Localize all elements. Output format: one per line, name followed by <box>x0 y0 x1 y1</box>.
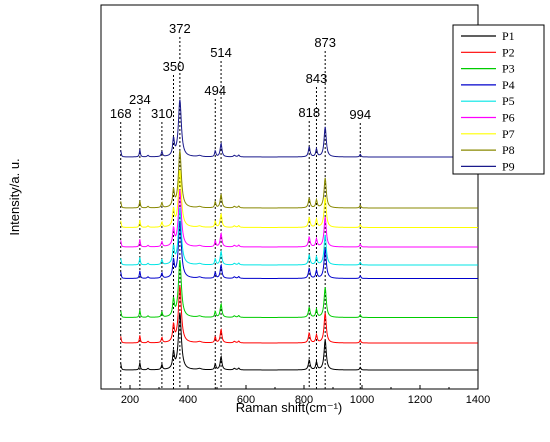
series-line-p9 <box>120 99 478 158</box>
peak-label: 873 <box>314 35 336 50</box>
x-tick-label: 1200 <box>408 394 432 406</box>
peak-label: 843 <box>306 71 328 86</box>
legend-label-p1: P1 <box>502 29 515 43</box>
peak-label: 994 <box>349 107 371 122</box>
peak-marker-lines <box>120 37 361 389</box>
peak-label: 514 <box>210 45 232 60</box>
peak-label: 350 <box>163 59 185 74</box>
series-line-p3 <box>120 259 478 318</box>
peak-label: 234 <box>129 92 151 107</box>
plot-area <box>100 4 479 390</box>
series-line-p1 <box>120 312 478 371</box>
series-line-p5 <box>120 207 478 266</box>
x-tick-label: 1400 <box>466 394 490 406</box>
x-tick-label: 1000 <box>350 394 374 406</box>
series-line-p4 <box>120 220 478 279</box>
x-axis-title: Raman shift(cm⁻¹) <box>236 400 343 415</box>
legend-label-p4: P4 <box>502 78 515 92</box>
peak-label: 310 <box>151 106 173 121</box>
x-tick-label: 200 <box>121 394 139 406</box>
peak-label: 168 <box>110 106 132 121</box>
series-line-p2 <box>120 285 478 344</box>
series-line-p8 <box>120 150 478 209</box>
x-axis-ticks: 200 400 600 800 1000 1200 1400 <box>100 385 490 406</box>
legend-label-p2: P2 <box>502 45 515 59</box>
legend-label-p3: P3 <box>502 62 515 76</box>
legend: P1 P2 P3 P4 P5 P6 P7 P8 P9 <box>452 24 545 175</box>
peak-label: 818 <box>298 105 320 120</box>
series-line-p7 <box>120 169 478 228</box>
x-tick-label: 800 <box>295 394 313 406</box>
series-line-p6 <box>120 189 478 248</box>
legend-label-p5: P5 <box>502 94 515 108</box>
legend-label-p9: P9 <box>502 159 515 173</box>
peak-label: 494 <box>204 83 226 98</box>
series-lines <box>120 99 478 371</box>
x-tick-label: 400 <box>179 394 197 406</box>
x-tick-label: 600 <box>237 394 255 406</box>
legend-label-p7: P7 <box>502 127 515 141</box>
y-axis-title: Intensity/a. u. <box>7 158 22 235</box>
legend-label-p8: P8 <box>502 143 515 157</box>
legend-box <box>452 24 545 175</box>
legend-label-p6: P6 <box>502 111 515 125</box>
peak-label: 372 <box>169 21 191 36</box>
